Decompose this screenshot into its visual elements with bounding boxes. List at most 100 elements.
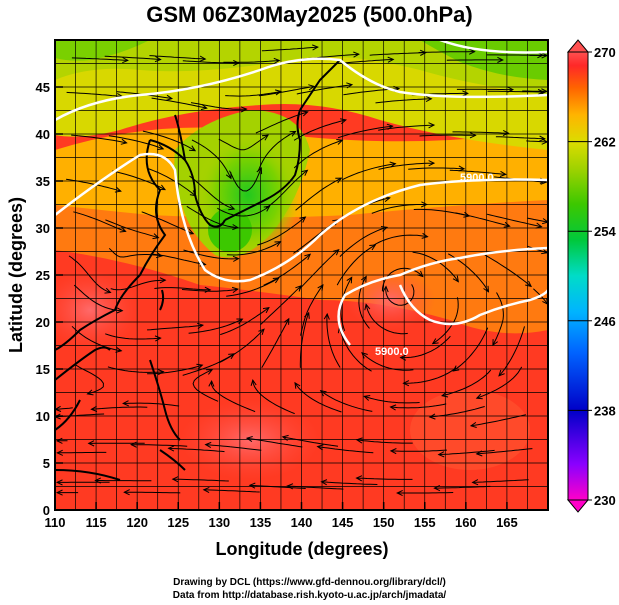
streamline [295,177,342,211]
credit-data: Data from http://database.rish.kyoto-u.a… [172,590,447,601]
streamline [183,249,239,260]
streamline-arrow [364,303,371,311]
streamline-arrow [353,51,360,58]
streamline [296,84,353,95]
x-tick-label: 165 [496,515,518,530]
streamline-arrow [286,483,294,490]
streamline-arrow [202,486,210,494]
streamline-arrow [55,479,63,486]
streamline [486,213,542,228]
streamline-arrow [122,57,129,64]
streamline-arrow [204,441,212,449]
streamline-arrow [389,161,397,168]
streamline [361,352,414,371]
streamline-arrow [295,284,302,292]
contour-labels: 5900.0 5900.0 [375,172,494,358]
y-tick-label: 30 [36,221,50,236]
streamline [356,477,413,480]
streamline [385,284,415,306]
streamline-arrow [90,405,98,412]
streamline-arrow [274,89,283,96]
chart-title: GSM 06Z30May2025 (500.0hPa) [146,2,473,27]
y-tick-label: 20 [36,315,50,330]
streamline-arrow [317,283,324,291]
x-tick-label: 160 [455,515,477,530]
streamline [68,255,111,293]
x-tick-label: 125 [167,515,189,530]
streamline-arrow [232,224,240,231]
streamline [71,325,122,352]
streamline-arrow [437,451,445,458]
contour-label: 5900.0 [375,346,409,358]
streamline [498,326,525,377]
streamline [74,363,104,395]
streamline [186,205,238,229]
streamline-arrow [250,378,257,386]
streamline [337,58,394,64]
streamline-arrow [497,56,504,63]
y-tick-label: 10 [36,409,50,424]
streamline [492,292,504,346]
streamline-arrow [537,88,545,95]
streamline-arrow [228,204,236,211]
streamline [150,253,206,265]
streamline-arrow [428,160,436,167]
colorbar: 270 262 254 246 238 230 [566,39,616,513]
streamline [189,175,235,210]
streamline [108,135,164,150]
streamline-arrow [263,205,271,212]
streamline-arrow [114,186,122,193]
streamline-arrow [232,255,240,262]
streamline-arrow [240,106,248,113]
streamline [229,167,262,192]
streamline-arrow [301,110,309,117]
streamline [438,449,495,456]
streamline-arrow [535,222,543,229]
streamline [188,318,243,334]
streamline-arrow [503,221,511,228]
streamline-arrow [248,482,256,489]
streamline [261,46,318,52]
streamline-arrow [525,280,533,288]
streamline [257,216,306,246]
streamline [326,313,341,368]
credit-drawing: Drawing by DCL (https://www.gfd-dennou.o… [173,577,446,588]
streamline-arrow [541,88,548,95]
streamline-arrow [323,312,330,320]
streamline-arrow [171,476,179,483]
streamline-arrow [492,339,498,347]
streamline [124,491,181,494]
x-tick-label: 120 [126,515,148,530]
streamline [66,178,121,192]
x-tick-label: 150 [373,515,395,530]
streamline-arrow [380,226,389,232]
streamline [364,395,420,404]
streamline [147,324,203,331]
streamline-arrow [281,434,289,441]
streamline-arrow [157,144,165,150]
streamline [108,247,162,258]
streamline-arrow [159,277,167,284]
streamline-arrow [389,448,397,455]
streamline [210,381,256,413]
streamline [190,102,247,110]
streamline-arrow [433,484,441,492]
streamline-arrow [245,436,253,443]
streamline [476,366,523,399]
streamline [218,134,269,151]
streamline [191,139,232,179]
x-tick-label: 155 [414,515,436,530]
streamline [365,304,408,335]
streamline [408,167,465,170]
streamline [55,413,105,418]
streamline-arrow [199,55,207,62]
streamline [104,55,161,60]
streamline-arrow [200,104,208,111]
streamline [260,285,302,325]
x-axis-label: Longitude (degrees) [215,539,388,559]
streamline-arrow [104,287,112,294]
streamline-arrow [499,170,507,177]
streamline [441,369,492,397]
streamline [147,364,203,375]
